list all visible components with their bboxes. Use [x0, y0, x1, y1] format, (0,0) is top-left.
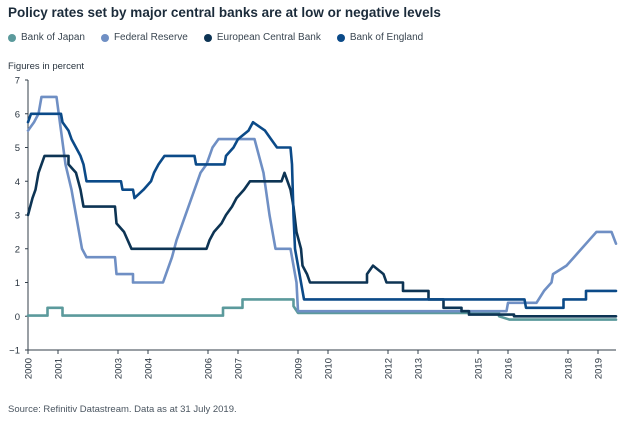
legend-dot-icon	[203, 33, 212, 42]
legend-item-bank-of-england: Bank of England	[336, 32, 424, 43]
x-tick-label: 2009	[294, 358, 305, 379]
y-tick-label: 7	[15, 76, 20, 87]
series-line-federal-reserve	[26, 95, 618, 313]
legend-dot-icon	[336, 33, 345, 42]
legend-item-federal-reserve: Federal Reserve	[100, 32, 188, 43]
y-tick-label: 6	[15, 109, 20, 120]
y-tick-label: 5	[15, 143, 20, 154]
x-tick-label: 2012	[384, 358, 395, 379]
y-tick-label: 0	[15, 312, 20, 323]
x-tick-label: 2018	[564, 358, 575, 379]
legend-label: Bank of Japan	[21, 32, 85, 43]
chart-title: Policy rates set by major central banks …	[8, 5, 441, 20]
series-line-european-central-bank	[26, 154, 618, 318]
y-tick-label: −1	[9, 346, 20, 357]
series-line-bank-of-england	[26, 112, 618, 310]
x-tick-label: 2003	[114, 358, 125, 379]
x-tick-label: 2016	[504, 358, 515, 379]
legend-dot-icon	[100, 33, 109, 42]
x-tick-label: 2015	[474, 358, 485, 379]
source-note: Source: Refinitiv Datastream. Data as at…	[8, 404, 237, 415]
x-tick-label: 2001	[54, 358, 65, 379]
y-tick-label: 3	[15, 211, 20, 222]
y-tick-label: 4	[15, 177, 20, 188]
x-tick-label: 2000	[24, 358, 35, 379]
legend-item-bank-of-japan: Bank of Japan	[8, 32, 85, 43]
x-tick-label: 2010	[324, 358, 335, 379]
x-tick-label: 2007	[234, 358, 245, 379]
x-tick-label: 2019	[594, 358, 605, 379]
x-tick-label: 2006	[204, 358, 215, 379]
y-tick-label: 2	[15, 244, 20, 255]
x-tick-label: 2004	[144, 358, 155, 379]
legend-dot-icon	[8, 33, 16, 42]
y-axis-unit-label: Figures in percent	[8, 61, 85, 72]
legend-label: Federal Reserve	[113, 32, 188, 43]
x-tick-label: 2013	[414, 358, 425, 379]
legend: Bank of Japan Federal Reserve European C…	[8, 32, 423, 43]
y-tick-label: 1	[15, 278, 20, 289]
legend-label: European Central Bank	[216, 32, 321, 43]
legend-item-european-central-bank: European Central Bank	[203, 32, 321, 43]
legend-label: Bank of England	[349, 32, 424, 43]
